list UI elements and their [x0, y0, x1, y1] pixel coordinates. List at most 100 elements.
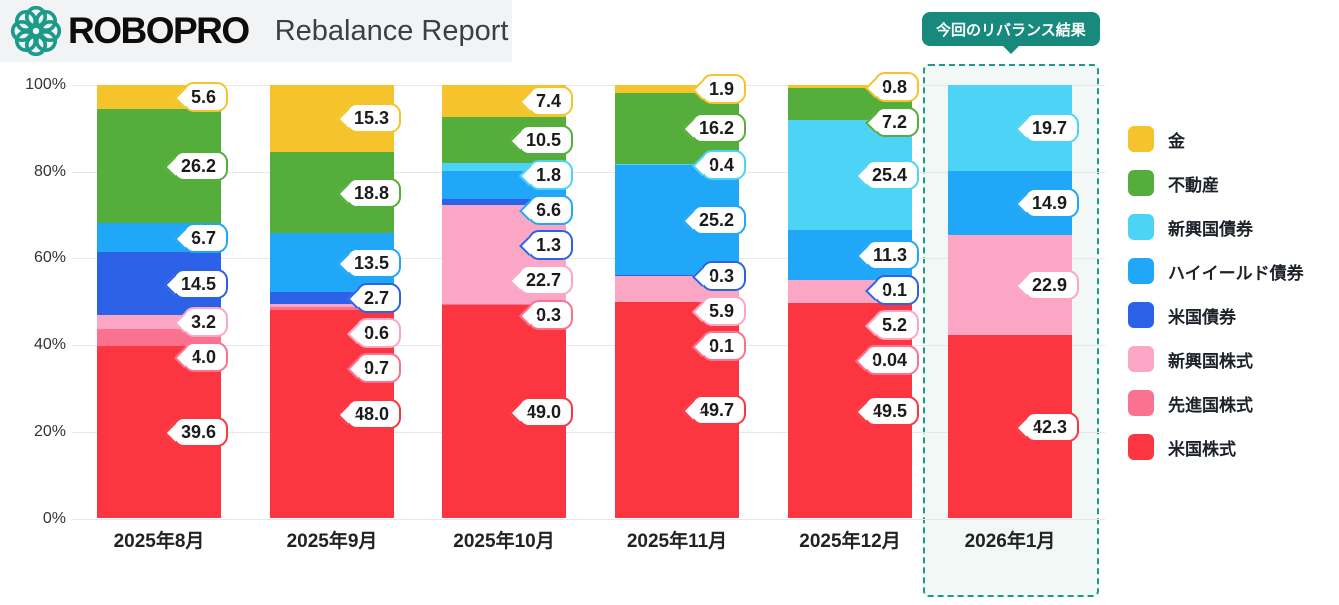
- gridline: [72, 171, 1105, 173]
- value-callout: 1.3: [528, 230, 574, 261]
- bar-segment: [615, 301, 739, 303]
- legend-label: ハイイールド債券: [1168, 263, 1304, 283]
- y-axis-tick: 0%: [42, 509, 66, 527]
- value-callout: 7.4: [528, 86, 574, 117]
- value-callout: 10.5: [518, 125, 574, 156]
- x-axis-label: 2025年10月: [453, 531, 555, 552]
- bar-segment: [442, 162, 566, 171]
- bar-segment: [615, 163, 739, 166]
- value-callout: 16.2: [691, 113, 747, 144]
- legend-swatch-icon: [1128, 258, 1154, 284]
- legend: 金不動産新興国債券ハイイールド債券 米国債券新興国株式先進国株式米国株式: [1128, 126, 1304, 478]
- bar-segment: [615, 85, 739, 94]
- bar-segment: [270, 306, 394, 310]
- value-callout: 7.2: [874, 106, 920, 137]
- legend-item: 米国株式: [1128, 434, 1304, 460]
- value-callout: 1.9: [701, 74, 747, 105]
- value-callout: 0.04: [864, 345, 920, 376]
- bar-segment: [442, 303, 566, 306]
- y-axis-tick: 100%: [25, 76, 66, 93]
- value-callout: 6.6: [528, 195, 574, 226]
- value-callout: 42.3: [1024, 411, 1080, 442]
- gridline: [72, 345, 1105, 347]
- value-callout: 0.1: [701, 330, 747, 361]
- value-callout: 5.6: [183, 82, 229, 113]
- legend-swatch-icon: [1128, 214, 1154, 240]
- value-callout: 14.9: [1024, 187, 1080, 218]
- value-callout: 0.4: [701, 149, 747, 180]
- value-callout: 0.7: [356, 353, 402, 384]
- gridline: [72, 518, 1105, 520]
- y-axis-tick: 80%: [33, 162, 66, 180]
- legend-item: 金: [1128, 126, 1304, 152]
- legend-item: 新興国債券: [1128, 214, 1304, 240]
- value-callout: 0.1: [874, 275, 920, 306]
- legend-label: 金: [1168, 131, 1185, 151]
- bar-segment: [615, 275, 739, 277]
- legend-label: 新興国株式: [1168, 351, 1253, 371]
- legend-swatch-icon: [1128, 302, 1154, 328]
- y-axis-tick: 40%: [33, 336, 66, 354]
- legend-item: 米国債券: [1128, 302, 1304, 328]
- legend-label: 米国株式: [1168, 439, 1236, 459]
- value-callout: 48.0: [346, 399, 402, 430]
- value-callout: 5.9: [701, 295, 747, 326]
- value-callout: 2.7: [356, 283, 402, 314]
- value-callout: 39.6: [173, 417, 229, 448]
- y-axis-tick: 20%: [33, 422, 66, 440]
- value-callout: 5.2: [874, 310, 920, 341]
- value-callout: 18.8: [346, 177, 402, 208]
- legend-swatch-icon: [1128, 390, 1154, 416]
- value-callout: 0.3: [701, 260, 747, 291]
- robopro-logo-icon: [10, 5, 62, 57]
- gridline: [72, 431, 1105, 433]
- value-callout: 6.7: [183, 222, 229, 253]
- legend-swatch-icon: [1128, 170, 1154, 196]
- value-callout: 49.0: [518, 396, 574, 427]
- bar-segment: [442, 199, 566, 206]
- legend-label: 先進国株式: [1168, 395, 1253, 415]
- value-callout: 11.3: [865, 240, 920, 271]
- legend-item: 不動産: [1128, 170, 1304, 196]
- header: ROBOPRO Rebalance Report: [0, 0, 512, 62]
- value-callout: 49.7: [691, 395, 747, 426]
- gridline: [72, 85, 1105, 86]
- x-axis-label: 2025年11月: [626, 531, 728, 552]
- bar-segment: [270, 303, 394, 307]
- rebalance-result-badge: 今回のリバランス結果: [922, 12, 1100, 54]
- legend-label: 新興国債券: [1168, 219, 1253, 239]
- bar-segment: [788, 279, 912, 281]
- y-axis-tick: 60%: [33, 249, 66, 267]
- value-callout: 0.3: [528, 300, 574, 331]
- legend-label: 不動産: [1168, 175, 1219, 195]
- value-callout: 13.5: [346, 247, 402, 278]
- gridline: [72, 258, 1105, 260]
- legend-swatch-icon: [1128, 126, 1154, 152]
- value-callout: 25.2: [691, 205, 747, 236]
- legend-item: 先進国株式: [1128, 390, 1304, 416]
- legend-swatch-icon: [1128, 346, 1154, 372]
- bar-segment: [788, 85, 912, 89]
- x-axis-label: 2025年12月: [799, 531, 901, 552]
- value-callout: 1.8: [528, 160, 574, 191]
- value-callout: 22.9: [1024, 270, 1080, 301]
- value-callout: 14.5: [173, 268, 229, 299]
- value-callout: 25.4: [864, 160, 920, 191]
- value-callout: 0.8: [874, 71, 920, 102]
- legend-label: 米国債券: [1168, 307, 1236, 327]
- x-axis-label: 2025年8月: [113, 531, 205, 552]
- legend-swatch-icon: [1128, 434, 1154, 460]
- page-title: Rebalance Report: [274, 14, 509, 47]
- value-callout: 19.7: [1024, 112, 1080, 143]
- value-callout: 0.6: [356, 318, 402, 349]
- brand-name: ROBOPRO: [68, 10, 250, 51]
- legend-item: 新興国株式: [1128, 346, 1304, 372]
- value-callout: 26.2: [173, 151, 229, 182]
- value-callout: 22.7: [518, 265, 574, 296]
- x-axis-label: 2026年1月: [964, 531, 1056, 552]
- value-callout: 3.2: [183, 307, 229, 338]
- value-callout: 4.0: [183, 342, 229, 373]
- value-callout: 49.5: [864, 395, 920, 426]
